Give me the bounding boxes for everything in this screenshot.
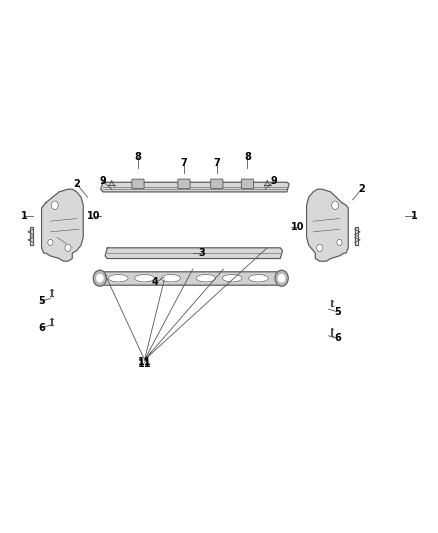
Ellipse shape [109, 274, 128, 282]
Ellipse shape [196, 274, 215, 282]
Circle shape [97, 274, 103, 282]
Polygon shape [42, 189, 83, 261]
Text: 5: 5 [38, 296, 45, 306]
Polygon shape [105, 248, 283, 259]
Text: 3: 3 [198, 248, 205, 258]
Ellipse shape [248, 274, 268, 282]
Text: 7: 7 [180, 158, 187, 167]
Text: 2: 2 [73, 179, 80, 189]
Text: 1: 1 [21, 211, 28, 221]
Text: 7: 7 [213, 158, 220, 167]
Polygon shape [355, 227, 358, 245]
Circle shape [65, 244, 71, 252]
Text: 11: 11 [138, 358, 151, 367]
Polygon shape [307, 189, 348, 261]
Circle shape [51, 201, 58, 209]
Text: 10: 10 [291, 222, 304, 231]
Circle shape [93, 270, 106, 286]
Circle shape [317, 244, 323, 252]
Circle shape [48, 239, 53, 246]
Ellipse shape [135, 274, 154, 282]
Text: 9: 9 [270, 176, 277, 186]
FancyBboxPatch shape [132, 179, 144, 189]
Polygon shape [101, 182, 289, 192]
Circle shape [337, 239, 342, 246]
Text: 6: 6 [38, 323, 45, 333]
Polygon shape [30, 227, 33, 245]
FancyBboxPatch shape [211, 179, 223, 189]
Circle shape [275, 270, 288, 286]
Text: 9: 9 [99, 176, 106, 186]
Text: 2: 2 [358, 184, 365, 194]
Ellipse shape [223, 274, 242, 282]
Text: 6: 6 [334, 334, 341, 343]
FancyBboxPatch shape [241, 179, 254, 189]
Text: 8: 8 [134, 152, 141, 162]
Circle shape [332, 201, 339, 209]
Text: 1: 1 [410, 211, 417, 221]
FancyBboxPatch shape [178, 179, 190, 189]
Text: 4: 4 [152, 278, 159, 287]
Text: 11: 11 [138, 359, 151, 368]
Circle shape [279, 274, 285, 282]
Ellipse shape [161, 274, 180, 282]
Text: 10: 10 [88, 211, 101, 221]
Polygon shape [94, 272, 287, 285]
Text: 8: 8 [244, 152, 251, 162]
Text: 5: 5 [334, 307, 341, 317]
